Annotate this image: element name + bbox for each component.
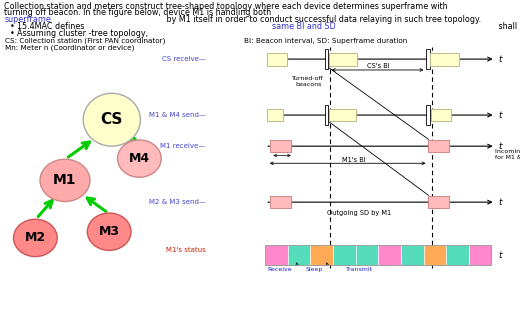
- Bar: [333, 245, 356, 265]
- Bar: [426, 105, 430, 125]
- Text: M3: M3: [99, 225, 120, 238]
- Text: t: t: [499, 55, 502, 63]
- Bar: [430, 53, 459, 66]
- Text: M4: M4: [129, 152, 150, 165]
- Text: t: t: [499, 251, 502, 259]
- Ellipse shape: [14, 219, 57, 257]
- Text: CS's BI: CS's BI: [367, 63, 389, 69]
- Text: M1: M1: [53, 173, 77, 188]
- Ellipse shape: [118, 140, 161, 177]
- Text: CS receive—: CS receive—: [162, 56, 205, 62]
- Ellipse shape: [83, 93, 140, 146]
- Text: •: •: [9, 22, 14, 31]
- Text: same BI and SD: same BI and SD: [272, 22, 336, 31]
- Text: M1's BI: M1's BI: [342, 157, 366, 163]
- Text: M1 receive—: M1 receive—: [160, 143, 205, 149]
- Bar: [325, 49, 328, 69]
- Text: CS: Collection station (First PAN coordinator): CS: Collection station (First PAN coordi…: [5, 38, 165, 44]
- Bar: [469, 245, 491, 265]
- Bar: [431, 109, 451, 121]
- Text: M2 & M3 send—: M2 & M3 send—: [149, 199, 205, 205]
- Bar: [428, 196, 449, 208]
- Text: •: •: [9, 29, 14, 38]
- Text: Turned-off
beacons: Turned-off beacons: [292, 76, 324, 87]
- Bar: [265, 245, 491, 265]
- Text: M1's status: M1's status: [166, 247, 205, 253]
- Bar: [329, 53, 357, 66]
- Text: Assuming cluster -tree topology,: Assuming cluster -tree topology,: [17, 29, 150, 38]
- Bar: [310, 245, 333, 265]
- Bar: [267, 109, 283, 121]
- Text: by M1 itself in order to conduct successful data relaying in such tree topology.: by M1 itself in order to conduct success…: [164, 15, 481, 24]
- Text: shall be employed in both incoming and outgoing superframe: shall be employed in both incoming and o…: [496, 22, 520, 31]
- Text: Outgoing SD by M1: Outgoing SD by M1: [327, 210, 391, 216]
- Text: CS: CS: [100, 112, 123, 127]
- Text: Sleep: Sleep: [306, 267, 323, 272]
- Bar: [265, 245, 288, 265]
- Bar: [401, 245, 424, 265]
- Ellipse shape: [87, 213, 131, 250]
- Bar: [270, 196, 291, 208]
- Text: BI: Beacon interval, SD: Superframe duration: BI: Beacon interval, SD: Superframe dura…: [244, 38, 408, 44]
- Text: Transmit: Transmit: [346, 267, 373, 272]
- Text: 15.4MAC defines: 15.4MAC defines: [17, 22, 86, 31]
- Text: turning off beacon. In the figure below, device M1 is handling both: turning off beacon. In the figure below,…: [4, 8, 274, 17]
- Bar: [428, 140, 449, 152]
- Text: M2: M2: [25, 231, 46, 244]
- Bar: [288, 245, 310, 265]
- Bar: [426, 49, 430, 69]
- Bar: [329, 109, 356, 121]
- Ellipse shape: [40, 159, 90, 202]
- Bar: [424, 245, 446, 265]
- Text: t: t: [499, 142, 502, 151]
- Bar: [267, 53, 287, 66]
- Text: t: t: [499, 111, 502, 119]
- Bar: [270, 140, 291, 152]
- Bar: [379, 245, 401, 265]
- Text: superframe: superframe: [4, 15, 51, 24]
- Text: Receive: Receive: [268, 267, 292, 272]
- Text: Incoming SD
for M1 & M4: Incoming SD for M1 & M4: [495, 149, 520, 160]
- Text: Collection station and meters construct tree-shaped topology where each device d: Collection station and meters construct …: [4, 2, 448, 11]
- Bar: [325, 105, 328, 125]
- Text: t: t: [499, 198, 502, 207]
- Bar: [446, 245, 469, 265]
- Bar: [356, 245, 378, 265]
- Text: M1 & M4 send—: M1 & M4 send—: [149, 112, 205, 118]
- Text: Mn: Meter n (Coordinator or device): Mn: Meter n (Coordinator or device): [5, 44, 135, 51]
